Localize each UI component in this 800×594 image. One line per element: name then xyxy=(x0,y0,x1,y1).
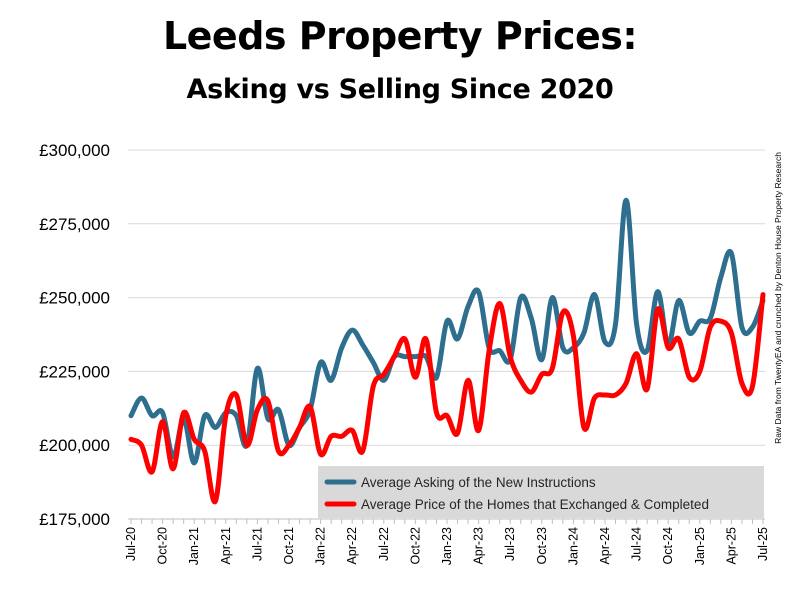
x-tick-label: Apr-21 xyxy=(219,527,233,565)
x-axis: Jul-20 Oct-20 Jan-21 Apr-21 Jul-21 Oct-21 Jan-… xyxy=(124,518,770,565)
x-tick-label: Jan-23 xyxy=(440,527,454,565)
series-lines xyxy=(128,197,766,504)
y-axis: £175,000 £200,000 £225,000 £250,000 £275,000… xyxy=(39,141,110,529)
y-tick-label: £175,000 xyxy=(39,510,110,529)
x-tick-label: Apr-24 xyxy=(598,527,612,565)
x-tick-label: Jan-24 xyxy=(566,527,580,565)
x-tick-label: Oct-24 xyxy=(661,527,675,565)
x-tick-label: Oct-21 xyxy=(282,527,296,565)
y-tick-label: £200,000 xyxy=(39,436,110,455)
x-tick-label: Jul-24 xyxy=(630,527,644,561)
asking-price-line xyxy=(128,197,766,466)
x-tick-label: Jan-22 xyxy=(314,527,328,565)
chart-subtitle: Asking vs Selling Since 2020 xyxy=(186,74,614,105)
y-tick-label: £300,000 xyxy=(39,141,110,160)
x-tick-label: Jul-23 xyxy=(503,527,517,561)
x-tick-label: Apr-22 xyxy=(345,527,359,565)
legend: Average Asking of the New Instructions Av… xyxy=(318,466,764,518)
gridlines xyxy=(128,149,765,446)
x-tick-label: Oct-23 xyxy=(535,527,549,565)
x-tick-label: Apr-25 xyxy=(724,527,738,565)
x-tick-label: Apr-23 xyxy=(472,527,486,565)
x-tick-label: Jul-22 xyxy=(377,527,391,561)
legend-box xyxy=(318,466,764,518)
legend-label-sold: Average Price of the Homes that Exchange… xyxy=(361,497,709,512)
y-tick-label: £250,000 xyxy=(39,289,110,308)
x-tick-label: Jul-20 xyxy=(124,527,138,561)
y-tick-label: £275,000 xyxy=(39,215,110,234)
chart-title: Leeds Property Prices: xyxy=(162,14,638,58)
x-tick-label: Oct-22 xyxy=(408,527,422,565)
y-tick-label: £225,000 xyxy=(39,362,110,381)
x-tick-label: Jul-21 xyxy=(250,527,264,561)
sold-price-line xyxy=(128,292,766,504)
x-tick-label: Jul-25 xyxy=(756,527,770,561)
legend-label-asking: Average Asking of the New Instructions xyxy=(361,475,596,490)
source-note: Raw Data from TwentyEA and crunched by D… xyxy=(773,152,783,444)
x-tick-label: Oct-20 xyxy=(156,527,170,565)
x-tick-label: Jan-21 xyxy=(187,527,201,565)
x-tick-label: Jan-25 xyxy=(693,527,707,565)
